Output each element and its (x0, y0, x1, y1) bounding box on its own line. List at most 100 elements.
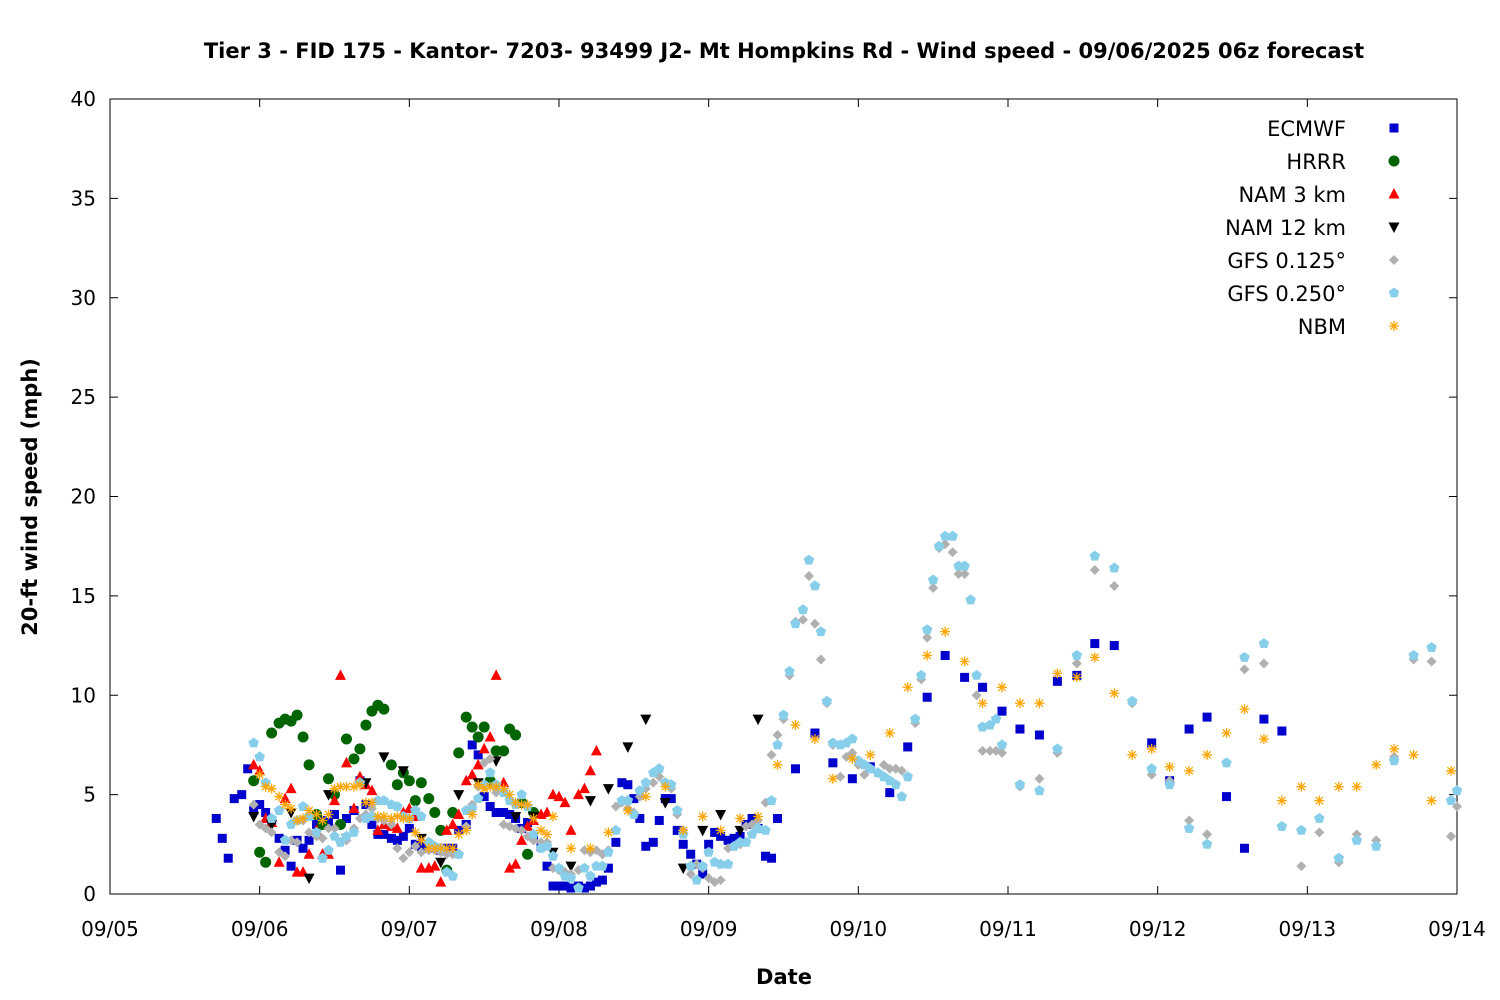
data-point (1184, 765, 1195, 776)
data-point (928, 582, 939, 593)
data-point (1089, 652, 1100, 663)
asterisk-stroke (442, 844, 451, 853)
data-point (703, 846, 714, 857)
data-point (648, 777, 659, 788)
data-point (996, 739, 1008, 750)
data-point (640, 791, 651, 802)
data-point (348, 753, 360, 765)
asterisk-stroke (1110, 689, 1119, 698)
data-point (404, 813, 415, 824)
data-point (386, 819, 397, 830)
data-point (1277, 726, 1287, 736)
data-point (467, 740, 477, 750)
data-point (485, 781, 496, 792)
data-point (416, 847, 427, 858)
data-point (304, 835, 314, 845)
data-point (1408, 749, 1419, 760)
legend-label: GFS 0.250° (1227, 282, 1346, 306)
data-point (415, 862, 427, 873)
asterisk-stroke (1372, 760, 1381, 769)
data-point (1183, 822, 1195, 833)
data-point (1034, 785, 1045, 796)
data-point (723, 835, 733, 845)
asterisk-stroke (304, 806, 314, 815)
data-point (916, 669, 927, 680)
data-point (378, 752, 390, 763)
data-point (398, 853, 409, 864)
data-point (896, 791, 907, 802)
y-tick-label: 5 (83, 783, 96, 807)
data-point (766, 749, 777, 760)
data-point (435, 857, 447, 869)
data-point (516, 825, 527, 836)
data-point (1034, 730, 1044, 740)
asterisk-stroke (923, 651, 932, 660)
data-point (528, 813, 539, 824)
data-point (977, 745, 988, 756)
data-point (890, 779, 901, 790)
data-point (485, 753, 496, 764)
data-point (977, 698, 988, 709)
data-point (815, 654, 826, 665)
data-point (379, 829, 389, 839)
data-point (827, 737, 839, 748)
data-point (697, 860, 708, 871)
data-point (360, 719, 372, 731)
asterisk-stroke (275, 792, 284, 801)
data-point (367, 819, 377, 829)
data-point (280, 851, 291, 862)
data-point (1258, 733, 1269, 744)
data-point (217, 833, 227, 843)
data-point (1146, 763, 1157, 774)
data-point (1071, 650, 1083, 660)
data-point (678, 825, 689, 836)
data-point (603, 846, 614, 857)
legend-marker (1388, 287, 1400, 298)
asterisk-stroke (1240, 705, 1249, 714)
data-point (885, 788, 895, 798)
data-point (1109, 580, 1120, 591)
data-point (1276, 795, 1287, 806)
asterisk-stroke (1035, 699, 1044, 708)
data-point (1451, 785, 1463, 796)
data-point (884, 763, 895, 774)
data-point (622, 805, 633, 816)
data-point (622, 742, 634, 753)
data-point (542, 861, 552, 871)
data-point (223, 853, 233, 863)
data-point (565, 861, 577, 873)
data-point (865, 763, 876, 774)
series-gfs-0-125 (248, 539, 1462, 888)
asterisk-stroke (299, 814, 308, 823)
data-point (903, 742, 913, 752)
asterisk-stroke (586, 844, 595, 853)
data-point (585, 870, 596, 881)
data-point (423, 793, 435, 805)
data-point (597, 860, 608, 871)
data-point (392, 843, 403, 854)
asterisk-stroke (736, 814, 745, 823)
asterisk-stroke (405, 814, 414, 823)
data-point (560, 881, 570, 891)
asterisk-stroke (978, 699, 987, 708)
data-point (254, 769, 265, 780)
x-tick-label: 09/10 (830, 917, 888, 941)
data-point (603, 827, 614, 838)
data-point (778, 709, 789, 720)
data-point (1014, 698, 1025, 709)
asterisk-stroke (281, 800, 290, 809)
data-point (478, 721, 490, 733)
data-point (997, 706, 1007, 716)
data-point (697, 825, 709, 837)
legend-label: GFS 0.125° (1227, 249, 1346, 273)
data-point (1239, 704, 1250, 715)
data-point (959, 560, 970, 571)
data-point (565, 872, 577, 883)
data-point (329, 794, 340, 806)
data-point (304, 827, 315, 838)
data-point (648, 837, 658, 847)
data-point (1071, 658, 1082, 669)
data-point (334, 669, 346, 680)
data-point (847, 774, 857, 784)
data-point (1201, 838, 1213, 849)
